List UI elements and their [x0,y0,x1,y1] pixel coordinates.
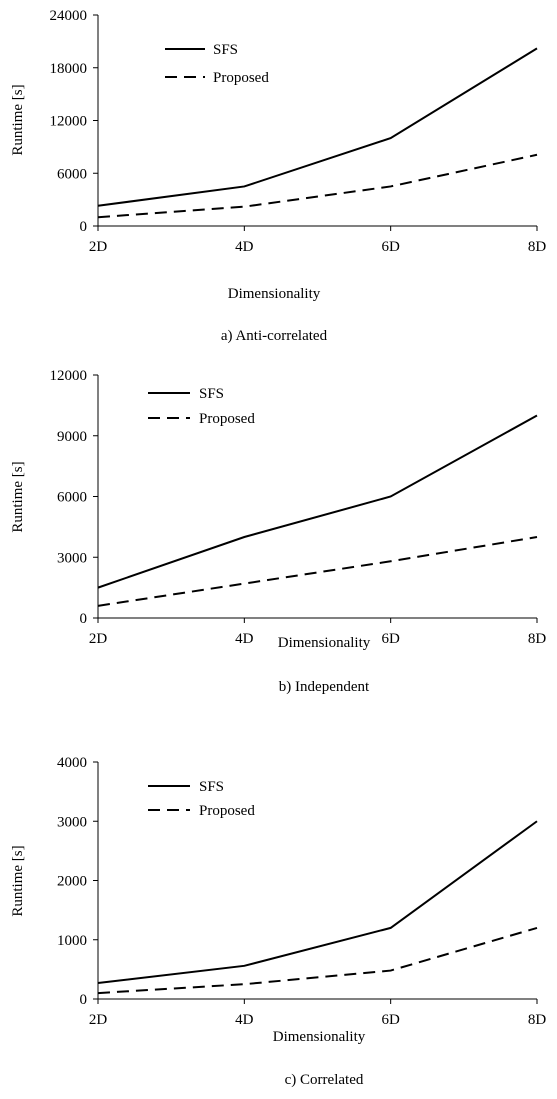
x-tick-label: 2D [89,631,108,647]
x-tick-label: 8D [528,631,547,647]
chart-svg: 0 1000 2000 3000 4000 2D 4D 6D 8D Dimensionality… [10,755,546,1088]
chart-panel-independent: 0 3000 6000 9000 12000 2D 4D 6D 8D Dimensionalit… [0,355,557,710]
chart-panel-correlated: 0 1000 2000 3000 4000 2D 4D 6D 8D Dimensionality… [0,710,557,1094]
chart-caption: b) Independent [279,679,370,695]
y-axis-label: Runtime [s] [10,845,26,916]
legend-label-sfs: SFS [199,386,224,402]
y-tick-label: 3000 [57,814,87,830]
x-tick-label: 8D [528,239,547,255]
legend-label-sfs: SFS [213,42,238,58]
chart-marks: 0 6000 12000 18000 24000 2D 4D 6D 8D [50,8,547,255]
series-line-sfs [97,820,538,984]
y-tick-label: 0 [80,219,88,235]
x-tick-label: 4D [235,631,254,647]
x-tick-label: 2D [89,239,108,255]
y-tick-label: 6000 [57,166,87,182]
series-line-proposed [97,926,538,995]
y-tick-label: 24000 [50,8,88,24]
x-tick-label: 6D [381,239,400,255]
y-tick-label: 2000 [57,874,87,890]
y-axis-label: Runtime [s] [10,84,26,155]
chart-marks: 0 1000 2000 3000 4000 2D 4D 6D 8D [57,755,546,1028]
y-tick-label: 4000 [57,755,87,771]
y-tick-label: 1000 [57,933,87,949]
y-tick-label: 3000 [57,550,87,566]
chart-svg: 0 6000 12000 18000 24000 2D 4D 6D 8D Dimensional… [10,8,547,344]
x-tick-label: 8D [528,1012,547,1028]
y-tick-label: 0 [80,992,88,1008]
x-axis-label: Dimensionality [278,635,371,651]
legend-label-proposed: Proposed [199,803,255,819]
legend-label-proposed: Proposed [199,411,255,427]
chart-caption: a) Anti-correlated [221,328,328,344]
y-tick-label: 18000 [50,61,88,77]
y-tick-label: 9000 [57,429,87,445]
y-axis-label: Runtime [s] [10,461,26,532]
y-tick-label: 12000 [50,368,88,384]
x-tick-label: 2D [89,1012,108,1028]
series-line-proposed [97,153,538,219]
legend-label-sfs: SFS [199,779,224,795]
chart-svg: 0 3000 6000 9000 12000 2D 4D 6D 8D Dimensionalit… [10,368,547,695]
chart-panel-anti-correlated: 0 6000 12000 18000 24000 2D 4D 6D 8D Dimensional… [0,0,557,355]
chart-marks: 0 3000 6000 9000 12000 2D 4D 6D 8D [50,368,547,647]
x-axis-label: Dimensionality [273,1029,366,1045]
chart-caption: c) Correlated [285,1072,364,1088]
series-line-proposed [97,536,538,607]
series-line-sfs [97,414,538,589]
y-tick-label: 12000 [50,114,88,130]
x-axis-label: Dimensionality [228,286,321,302]
x-tick-label: 6D [381,1012,400,1028]
series-line-sfs [97,47,538,207]
x-tick-label: 4D [235,1012,254,1028]
x-tick-label: 6D [381,631,400,647]
y-tick-label: 0 [80,611,88,627]
legend-label-proposed: Proposed [213,70,269,86]
x-tick-label: 4D [235,239,254,255]
y-tick-label: 6000 [57,490,87,506]
